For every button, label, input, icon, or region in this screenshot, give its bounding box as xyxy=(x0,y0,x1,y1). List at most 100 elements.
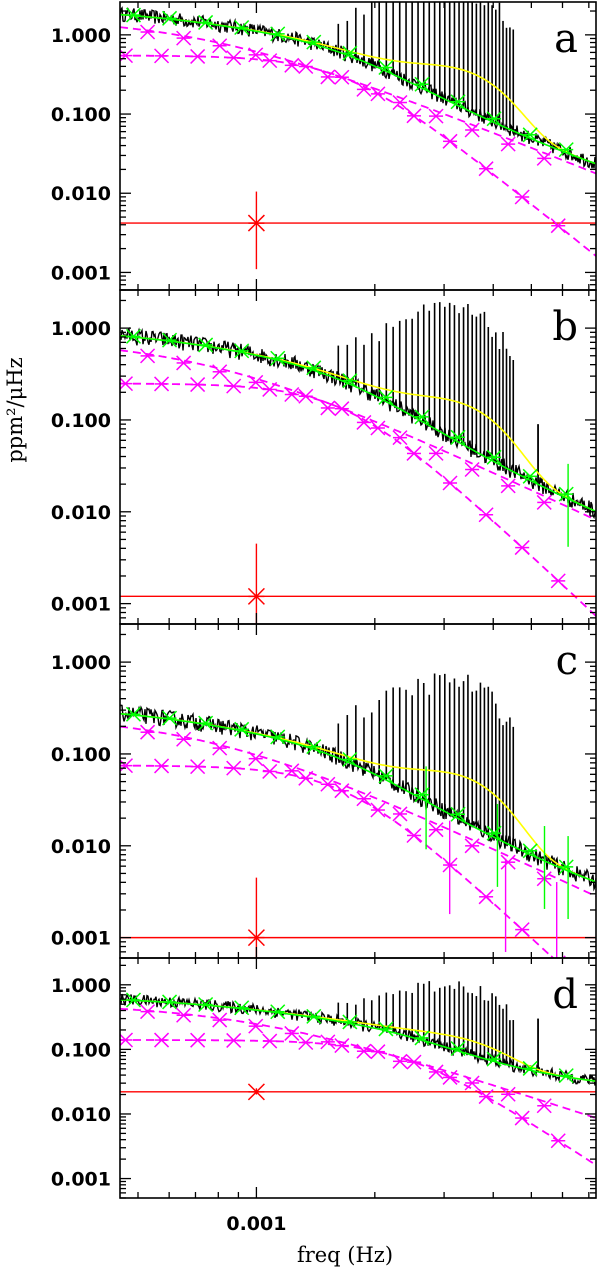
granulation-marker xyxy=(120,758,134,774)
panel-b: 1.000 0.100 0.010 0.001 b xyxy=(51,289,597,625)
y-tick-label: 0.010 xyxy=(51,183,111,205)
granulation-marker xyxy=(536,494,552,510)
fit-marker xyxy=(342,751,358,768)
fit-marker xyxy=(198,14,214,30)
observed-spectrum-line xyxy=(120,6,596,169)
granulation-marker xyxy=(320,69,336,85)
fit-marker xyxy=(234,19,250,36)
granulation-marker xyxy=(478,889,494,905)
granulation-marker xyxy=(500,136,516,152)
granulation-marker xyxy=(406,445,422,461)
fit-marker xyxy=(378,1021,394,1037)
granulation-marker xyxy=(478,1089,494,1105)
fit-marker xyxy=(522,1060,538,1076)
fit-marker xyxy=(270,26,286,42)
granulation-marker xyxy=(550,1133,566,1149)
y-tick-label: 0.010 xyxy=(51,1104,111,1126)
granulation-component-2 xyxy=(120,349,596,521)
x-tick-label: 0.001 xyxy=(226,1213,286,1235)
granulation-marker xyxy=(370,420,386,436)
fit-marker xyxy=(450,429,466,445)
granulation-marker xyxy=(298,1034,314,1051)
fit-marker xyxy=(414,1030,430,1046)
granulation-marker xyxy=(120,376,134,392)
granulation-marker xyxy=(154,48,170,64)
y-tick-label: 0.010 xyxy=(51,836,111,858)
fit-marker xyxy=(234,1000,250,1016)
y-axis-title: ppm²/μHz xyxy=(3,357,27,462)
granulation-marker xyxy=(550,218,566,234)
fit-marker xyxy=(558,486,574,502)
granulation-component-1 xyxy=(120,764,555,958)
granulation-marker xyxy=(392,806,408,822)
fit-marker xyxy=(125,706,142,722)
noise-marker xyxy=(247,214,265,232)
granulation-marker xyxy=(284,386,300,403)
fit-marker xyxy=(558,142,574,158)
granulation-component-2 xyxy=(120,725,596,898)
granulation-marker xyxy=(154,376,170,392)
granulation-marker xyxy=(478,161,494,177)
y-tick-label: 0.100 xyxy=(51,744,111,766)
fit-marker xyxy=(486,111,502,127)
granulation-marker xyxy=(464,122,480,138)
granulation-marker xyxy=(140,348,156,364)
fit-marker xyxy=(162,332,178,348)
granulation-marker xyxy=(190,48,206,64)
granulation-marker xyxy=(428,822,444,838)
granulation-marker xyxy=(356,1043,372,1059)
granulation-marker xyxy=(334,69,350,85)
granulation-marker xyxy=(176,1007,192,1023)
fit-marker xyxy=(522,127,538,143)
granulation-component-1 xyxy=(120,1039,596,1166)
granulation-marker xyxy=(428,1064,444,1080)
fit-marker xyxy=(378,59,394,76)
fit-marker xyxy=(414,76,430,92)
granulation-marker xyxy=(284,57,300,73)
y-tick-label: 0.001 xyxy=(51,1169,111,1191)
granulation-marker xyxy=(334,1038,350,1054)
granulation-marker xyxy=(176,355,192,371)
granulation-marker xyxy=(176,731,192,747)
granulation-marker xyxy=(176,30,192,46)
fit-marker xyxy=(198,996,214,1013)
granulation-marker xyxy=(140,1004,156,1020)
granulation-component-1 xyxy=(120,382,596,617)
fit-marker xyxy=(558,1068,574,1084)
observed-spectrum-line xyxy=(120,992,596,1086)
granulation-marker xyxy=(536,150,552,166)
granulation-marker xyxy=(356,81,372,97)
granulation-marker xyxy=(248,47,264,63)
fit-marker xyxy=(125,992,142,1008)
granulation-marker xyxy=(140,724,156,740)
panel-d-frame xyxy=(119,957,597,1199)
panel-a-plot-area xyxy=(120,2,596,270)
fit-marker xyxy=(414,409,430,425)
panel-b-plot-area xyxy=(120,302,596,624)
panel-c-plot-area xyxy=(120,673,596,958)
fit-marker xyxy=(162,10,178,26)
granulation-marker xyxy=(406,827,422,844)
fit-marker xyxy=(342,373,358,389)
fit-marker xyxy=(306,739,322,755)
y-tick-label: 1.000 xyxy=(51,975,111,997)
y-tick-label: 1.000 xyxy=(51,652,111,674)
granulation-component-2 xyxy=(120,26,596,175)
panel-a: 1.000 0.100 0.010 0.001 a xyxy=(51,1,597,291)
granulation-marker xyxy=(120,1032,134,1048)
granulation-marker xyxy=(370,802,386,818)
panel-label: a xyxy=(554,16,578,62)
y-tick-label: 0.001 xyxy=(51,262,111,284)
granulation-marker xyxy=(500,1086,516,1102)
fit-marker xyxy=(378,389,394,405)
granulation-marker xyxy=(284,1025,300,1041)
granulation-component-1 xyxy=(120,54,596,257)
granulation-marker xyxy=(226,378,242,394)
granulation-marker xyxy=(190,1032,206,1048)
granulation-marker xyxy=(334,783,350,799)
fit-marker xyxy=(270,350,286,366)
granulation-marker xyxy=(356,414,372,430)
granulation-marker xyxy=(514,189,530,205)
fit-marker xyxy=(450,1040,466,1057)
